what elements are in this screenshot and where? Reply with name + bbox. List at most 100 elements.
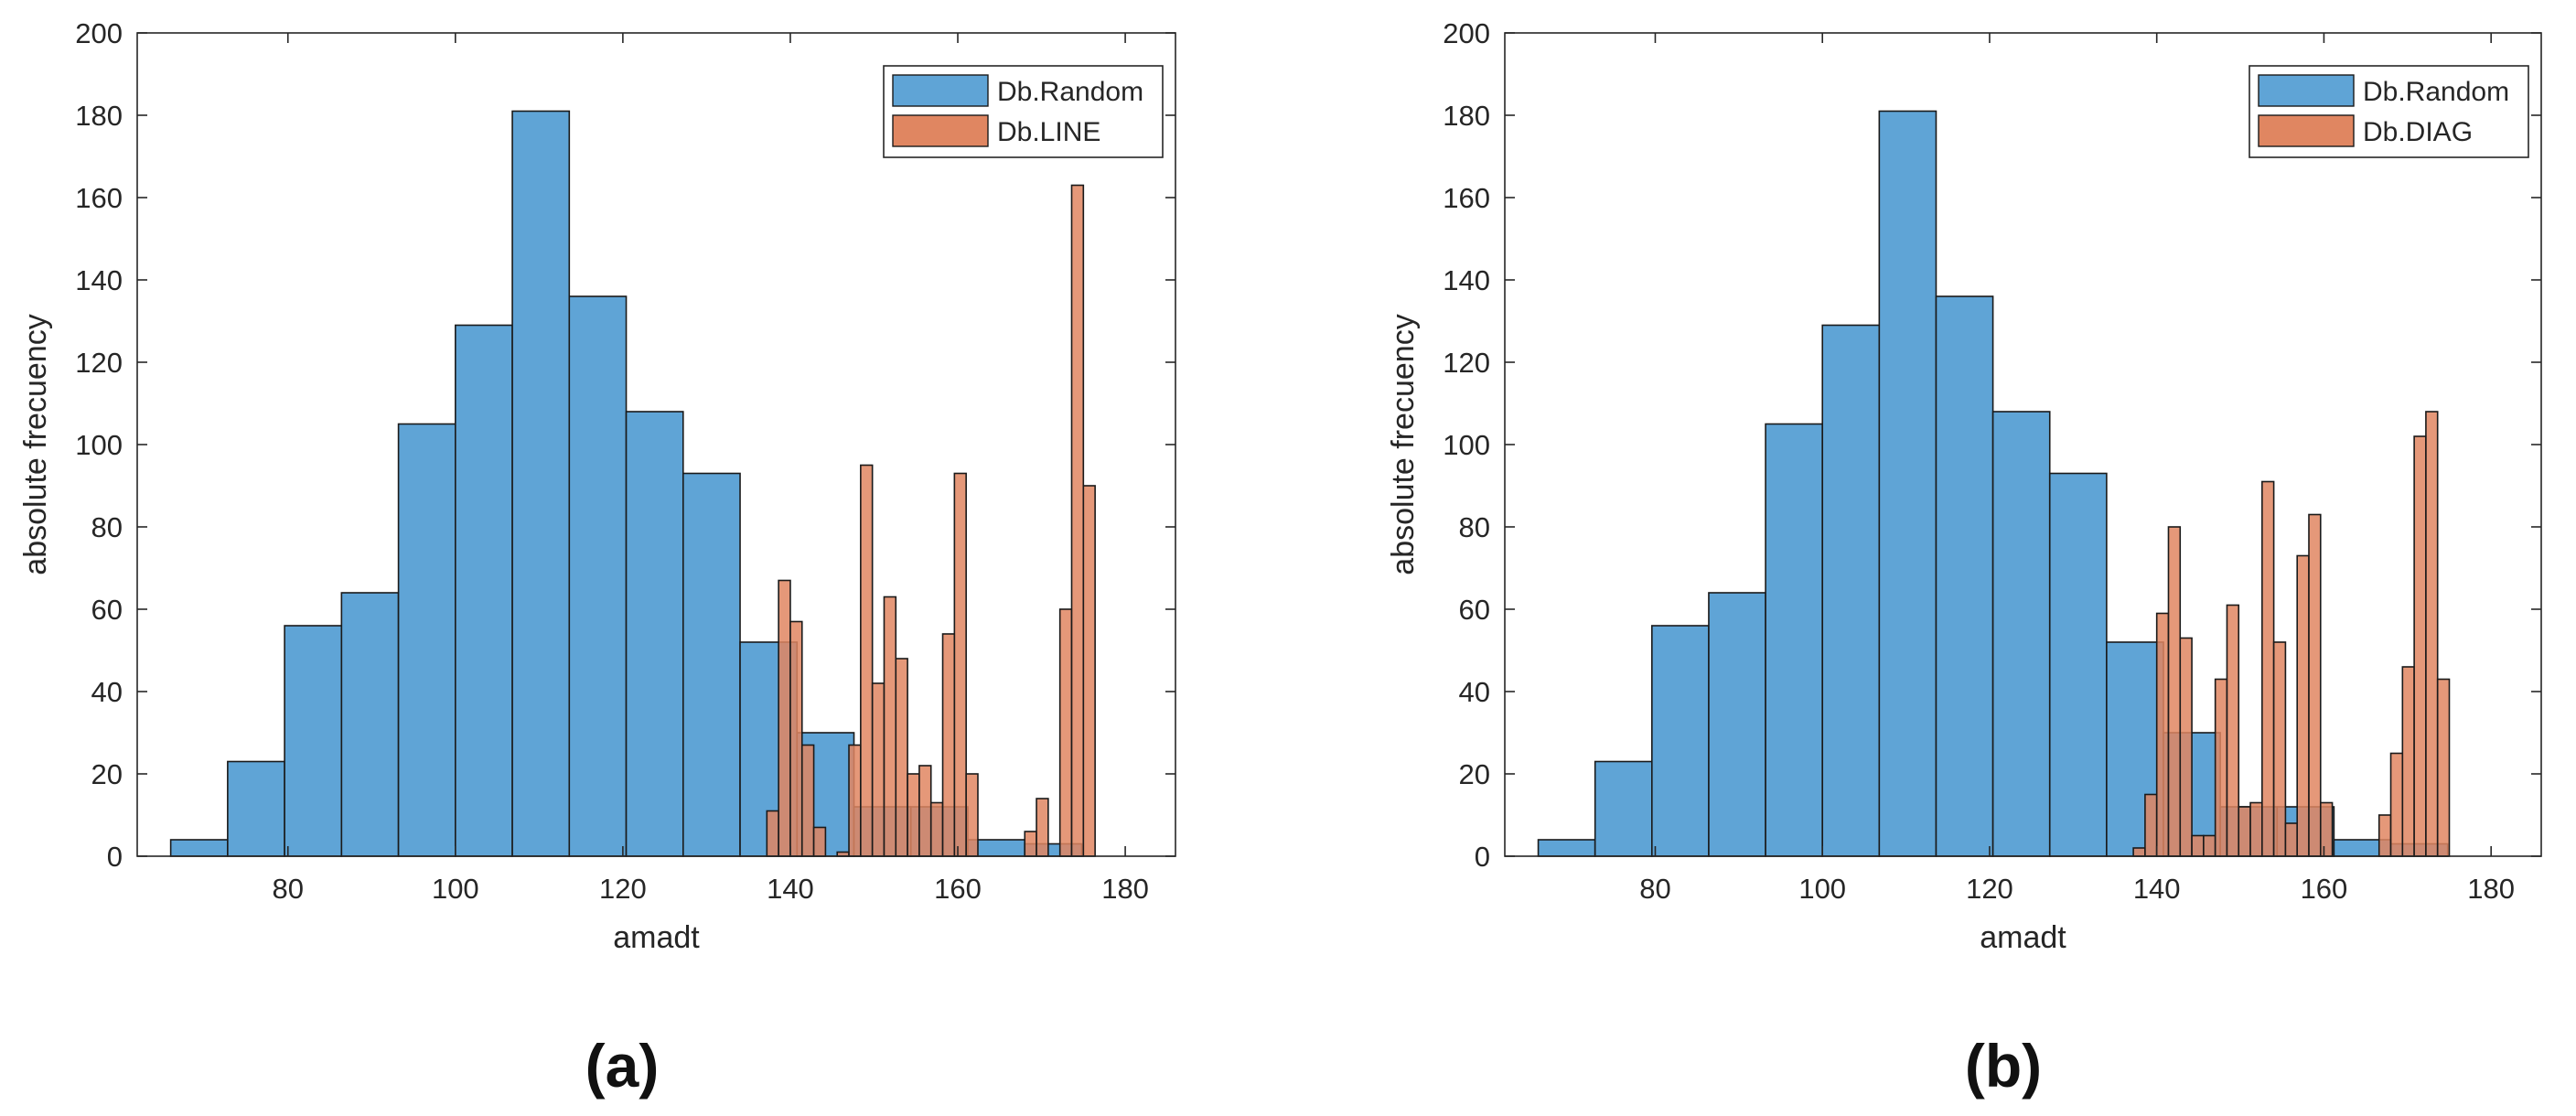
x-tick-label: 140	[2133, 873, 2181, 905]
bar	[1058, 608, 1073, 857]
legend-entry: Db.Random	[997, 77, 1143, 107]
bar	[2249, 801, 2263, 857]
bar	[2401, 666, 2415, 857]
legend-entry: Db.Random	[2363, 77, 2509, 107]
bar	[2191, 834, 2205, 857]
bar	[1537, 839, 1596, 857]
x-tick-label: 80	[273, 873, 304, 905]
bar	[1708, 592, 1766, 857]
x-tick-label: 180	[1101, 873, 1149, 905]
x-tick-label: 160	[2301, 873, 2348, 905]
y-tick-label: 40	[91, 676, 123, 708]
bar	[340, 592, 400, 857]
bar	[2203, 834, 2216, 857]
bar	[2214, 678, 2228, 857]
y-tick-label: 160	[1443, 182, 1490, 214]
legend-swatch	[2258, 114, 2355, 147]
chart-panel-a: 0 20 40 60 80 100 120 140 160 180 200 80 100 120 140 16…	[18, 17, 1176, 1100]
x-tick-label: 180	[2467, 873, 2515, 905]
legend-entry: Db.DIAG	[2363, 117, 2473, 147]
y-tick-label: 60	[91, 594, 123, 626]
bar	[2296, 554, 2310, 857]
y-axis-label: absolute frecuency	[1386, 314, 1421, 574]
bar	[625, 411, 684, 857]
bar	[568, 295, 628, 857]
bar	[860, 464, 874, 857]
x-tick-label: 140	[767, 873, 814, 905]
bar	[1024, 831, 1037, 857]
bar	[397, 423, 456, 857]
bar	[2436, 678, 2451, 857]
x-tick-label: 120	[1966, 873, 2013, 905]
legend: Db.Random Db.DIAG	[2249, 65, 2529, 158]
chart-panel-b: 0 20 40 60 80 100 120 140 160 180 200 80 100 120 140 16…	[1386, 17, 2542, 1100]
bar	[2308, 513, 2322, 857]
bar	[2132, 847, 2146, 857]
y-tick-label: 180	[75, 100, 123, 132]
legend: Db.Random Db.LINE	[883, 65, 1164, 158]
x-tick-label: 160	[934, 873, 982, 905]
bar	[1594, 760, 1653, 857]
bar	[2284, 822, 2298, 857]
bar	[2238, 806, 2251, 857]
y-tick-label: 200	[1443, 17, 1490, 49]
bar	[1765, 423, 1824, 857]
y-tick-label: 100	[75, 429, 123, 461]
panel-label: (b)	[1965, 1032, 2042, 1100]
bar	[227, 760, 285, 857]
x-axis-label: amadt	[1980, 920, 2066, 955]
y-tick-label: 180	[1443, 100, 1490, 132]
bar	[1651, 625, 1710, 857]
y-tick-label: 140	[75, 264, 123, 296]
x-tick-label: 100	[1798, 873, 1846, 905]
bar	[1070, 184, 1085, 857]
bar	[2226, 604, 2240, 857]
bar	[2425, 411, 2439, 857]
bar	[800, 744, 815, 857]
y-tick-label: 200	[75, 17, 123, 49]
x-tick-label: 100	[432, 873, 479, 905]
x-tick-label: 80	[1639, 873, 1670, 905]
bar	[812, 826, 827, 857]
bar	[1821, 324, 1881, 857]
y-axis-label: absolute frecuency	[18, 314, 53, 574]
bar	[2377, 814, 2392, 857]
bar	[284, 625, 343, 857]
bar	[1991, 411, 2051, 857]
series-1	[766, 184, 1096, 857]
bar	[871, 682, 886, 857]
bar	[848, 744, 862, 857]
y-tick-label: 160	[75, 182, 123, 214]
bar	[1082, 485, 1096, 857]
y-tick-label: 100	[1443, 429, 1490, 461]
y-tick-label: 0	[1475, 841, 1490, 873]
bar	[511, 110, 571, 857]
bar	[2167, 526, 2182, 857]
bar	[2389, 752, 2404, 857]
y-tick-label: 20	[91, 758, 123, 790]
bar	[941, 633, 956, 857]
bar	[953, 472, 967, 857]
bar	[682, 472, 741, 857]
legend-swatch	[2258, 74, 2355, 107]
bar	[1878, 110, 1937, 857]
bar	[895, 658, 908, 857]
x-axis-label: amadt	[613, 920, 700, 955]
y-tick-label: 60	[1459, 594, 1490, 626]
bar	[907, 773, 920, 857]
bar	[169, 839, 229, 857]
y-tick-label: 80	[91, 511, 123, 543]
y-tick-label: 120	[1443, 347, 1490, 379]
bar	[929, 801, 944, 857]
legend-entry: Db.LINE	[997, 117, 1100, 147]
series-0	[169, 110, 1083, 857]
y-tick-label: 80	[1459, 511, 1490, 543]
y-tick-label: 40	[1459, 676, 1490, 708]
bar	[766, 810, 779, 857]
bar	[883, 596, 897, 857]
bar	[2144, 793, 2158, 857]
x-tick-label: 120	[599, 873, 647, 905]
bar	[1036, 798, 1049, 857]
bar	[2413, 435, 2427, 857]
